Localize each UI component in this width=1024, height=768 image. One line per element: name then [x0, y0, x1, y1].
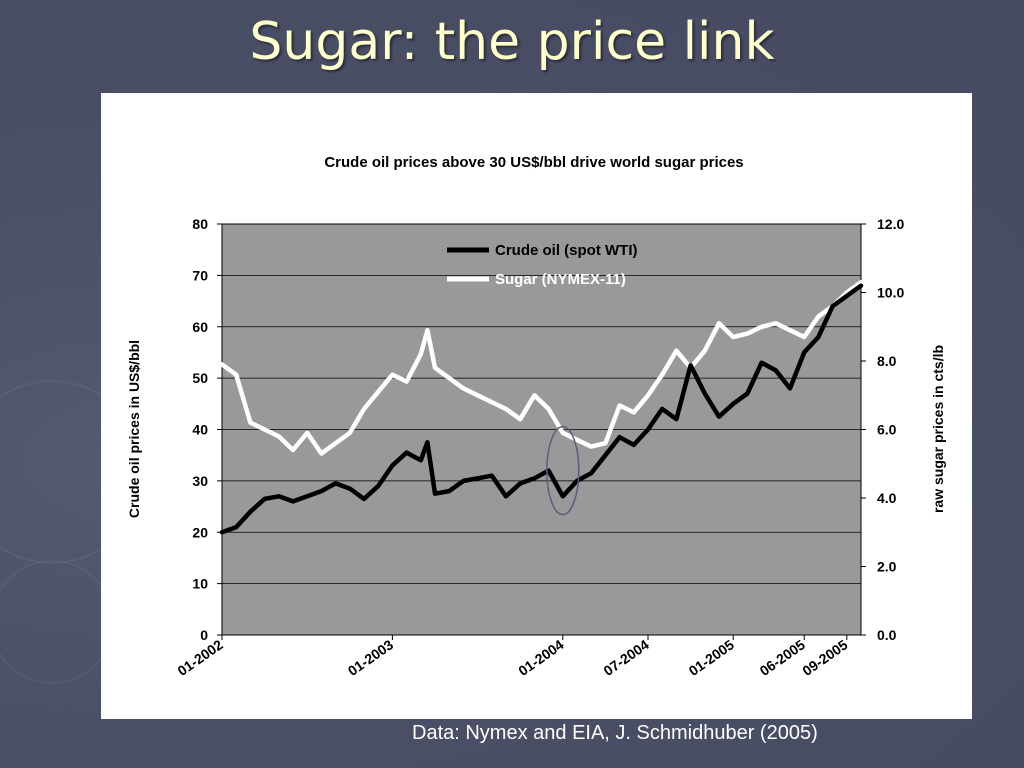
legend-label-sugar: Sugar (NYMEX-11) — [495, 271, 626, 288]
left-tick-label: 10 — [192, 576, 208, 592]
series-line-crude-oil — [219, 283, 864, 535]
right-axis-label: raw sugar prices in cts/lb — [930, 345, 946, 513]
x-tick-label: 01-2003 — [345, 636, 396, 679]
highlight-ellipse — [546, 425, 580, 516]
right-tick-label: 12.0 — [877, 216, 904, 232]
source-note: Data: Nymex and EIA, J. Schmidhuber (200… — [412, 722, 818, 744]
legend-label-crude-oil: Crude oil (spot WTI) — [495, 242, 637, 259]
chart-panel: Crude oil prices above 30 US$/bbl drive … — [101, 93, 972, 719]
legend: Crude oil (spot WTI) Sugar (NYMEX-11) — [447, 242, 637, 288]
left-tick-label: 50 — [192, 370, 208, 386]
x-tick-label: 07-2004 — [600, 636, 651, 679]
chart-title: Crude oil prices above 30 US$/bbl drive … — [324, 154, 743, 171]
left-tick-label: 30 — [192, 473, 208, 489]
x-tick-label: 09-2005 — [799, 636, 850, 679]
left-tick-label: 40 — [192, 422, 208, 438]
left-tick-label: 0 — [200, 627, 208, 643]
decorative-ring — [0, 560, 114, 684]
right-tick-label: 4.0 — [877, 490, 897, 506]
left-tick-label: 70 — [192, 267, 208, 283]
x-axis-ticks: 01-2002 01-2003 01-2004 07-2004 01-2005 06-20… — [174, 635, 851, 679]
x-tick-label: 06-2005 — [757, 636, 808, 679]
right-tick-label: 2.0 — [877, 559, 897, 575]
left-tick-label: 20 — [192, 524, 208, 540]
left-tick-label: 60 — [192, 319, 208, 335]
series-line-sugar — [219, 279, 864, 456]
right-axis-ticks: 0.0 2.0 4.0 6.0 8.0 10.0 12.0 — [861, 216, 904, 643]
left-tick-label: 80 — [192, 216, 208, 232]
gridlines — [222, 274, 861, 585]
right-tick-label: 8.0 — [877, 353, 897, 369]
right-tick-label: 10.0 — [877, 285, 904, 301]
left-axis-label: Crude oil prices in US$/bbl — [126, 340, 142, 518]
dual-axis-line-chart: Crude oil prices above 30 US$/bbl drive … — [126, 154, 946, 679]
slide-title: Sugar: the price link — [249, 12, 775, 72]
series-layer — [219, 279, 864, 535]
x-tick-label: 01-2004 — [515, 636, 566, 679]
x-tick-label: 01-2005 — [686, 636, 737, 679]
right-tick-label: 0.0 — [877, 627, 897, 643]
right-tick-label: 6.0 — [877, 422, 897, 438]
left-axis-ticks: 0 10 20 30 40 50 60 70 80 — [192, 216, 222, 643]
